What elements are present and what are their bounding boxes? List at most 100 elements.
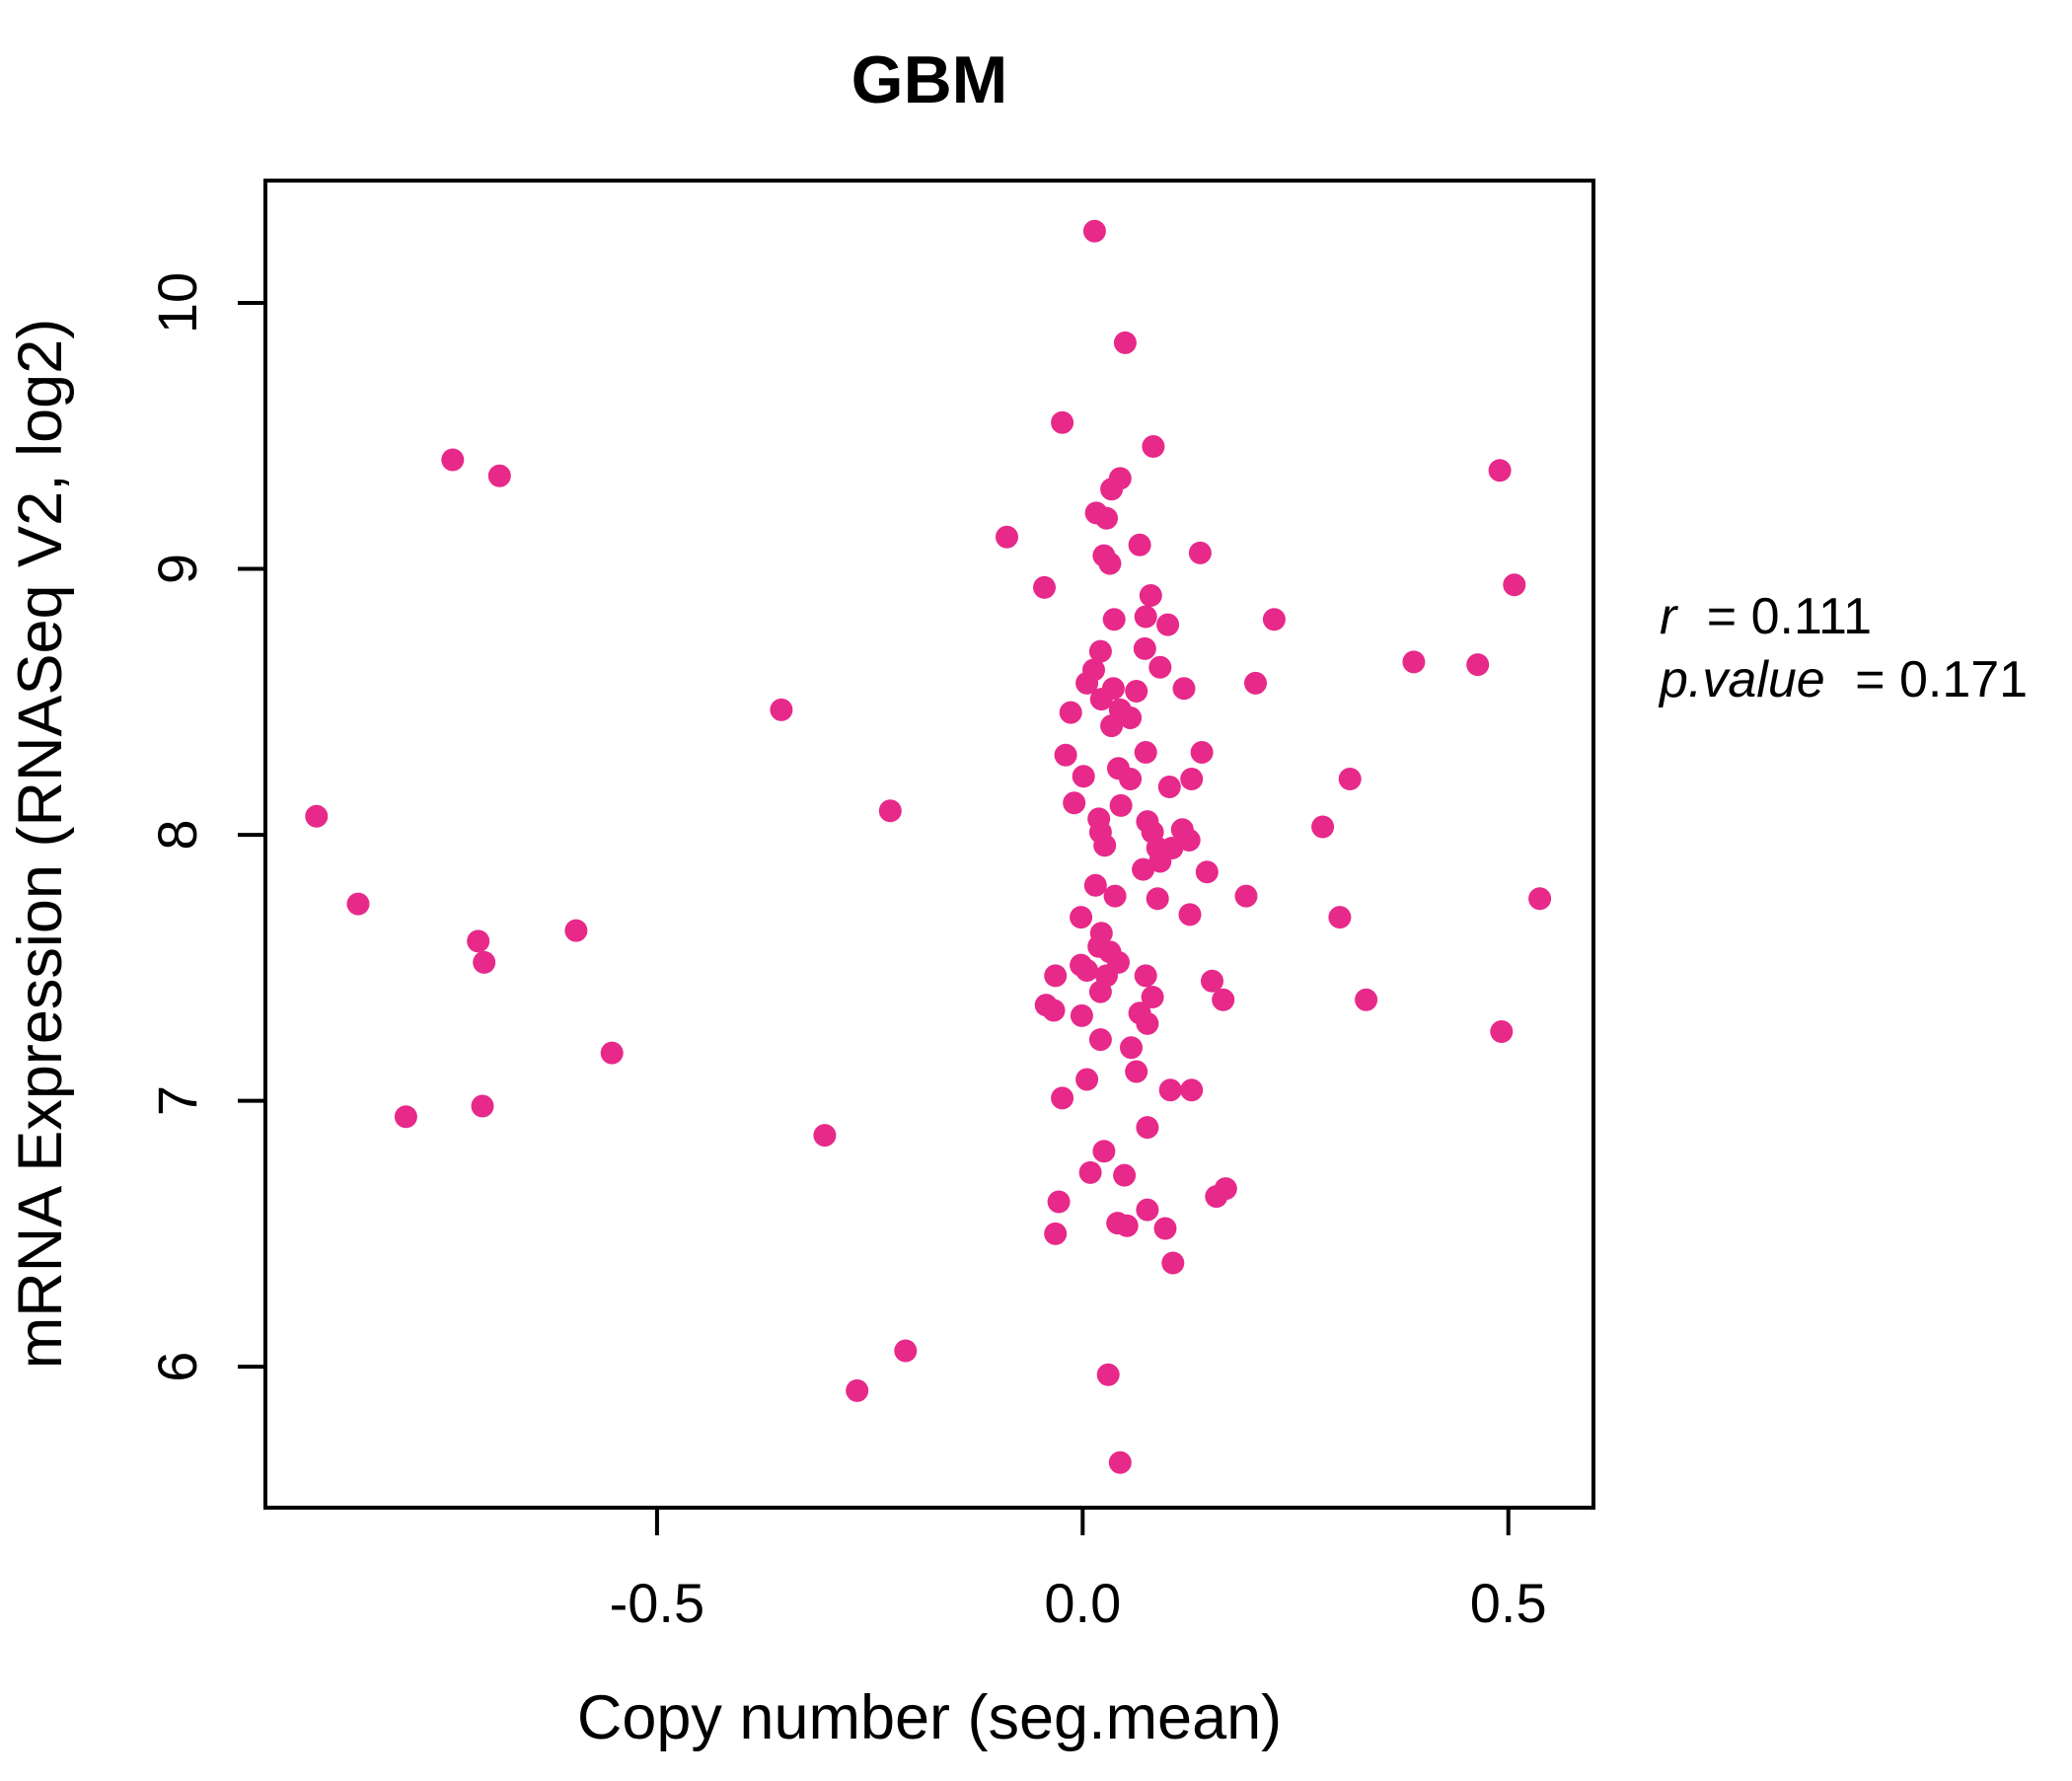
data-point <box>1134 964 1157 988</box>
data-point <box>1119 768 1143 790</box>
data-point <box>1178 903 1202 927</box>
data-point <box>1490 1020 1514 1043</box>
data-point <box>1153 1217 1177 1240</box>
data-point <box>1088 639 1112 663</box>
data-point <box>564 919 588 942</box>
data-point <box>1054 743 1077 767</box>
scatter-points <box>305 219 1552 1474</box>
data-point <box>894 1339 918 1363</box>
data-point <box>1156 613 1180 636</box>
x-tick-label: -0.5 <box>610 1572 705 1634</box>
data-point <box>1120 1036 1143 1060</box>
data-point <box>1146 887 1169 911</box>
y-axis-ticks: 6 7 8 9 10 <box>146 272 265 1382</box>
data-point <box>1214 1177 1237 1201</box>
data-point <box>1051 410 1074 434</box>
data-point <box>1044 1222 1068 1245</box>
p-value: = 0.171 <box>1855 651 2028 708</box>
data-point <box>1134 741 1157 764</box>
data-point <box>1528 887 1552 911</box>
data-point <box>1188 541 1212 564</box>
data-point <box>1088 1028 1112 1052</box>
x-axis-label: Copy number (seg.mean) <box>577 1683 1282 1752</box>
data-point <box>1093 834 1117 857</box>
correlation-annotation-r: r = 0.111 <box>1660 588 1872 645</box>
y-tick-label: 7 <box>146 1085 208 1116</box>
plot-title: GBM <box>851 42 1008 117</box>
data-point <box>1133 636 1156 660</box>
data-point <box>1132 857 1155 881</box>
data-point <box>441 448 465 472</box>
data-point <box>1063 791 1086 815</box>
data-point <box>1234 884 1258 908</box>
data-point <box>1072 765 1095 788</box>
data-point <box>1115 1214 1139 1237</box>
data-point <box>1113 331 1137 354</box>
data-point <box>1177 829 1201 852</box>
data-point <box>1100 478 1124 501</box>
data-point <box>1047 1190 1071 1214</box>
data-point <box>1059 701 1082 724</box>
data-point <box>1082 219 1106 243</box>
data-point <box>846 1378 869 1402</box>
data-point <box>1119 706 1143 729</box>
data-point <box>1075 671 1099 695</box>
data-point <box>1033 575 1056 599</box>
data-point <box>1128 533 1151 557</box>
data-point <box>1075 1068 1099 1091</box>
data-point <box>1158 1078 1182 1102</box>
data-point <box>1180 768 1204 790</box>
data-point <box>1125 680 1148 703</box>
data-point <box>878 799 902 823</box>
data-point <box>1096 1363 1120 1386</box>
plot-box <box>263 179 1595 1510</box>
data-point <box>1100 714 1124 738</box>
data-point <box>1148 655 1172 679</box>
data-point <box>346 892 370 916</box>
data-point <box>1109 793 1133 817</box>
r-variable: r <box>1660 588 1679 645</box>
data-point <box>1083 873 1107 897</box>
data-point <box>1244 671 1267 695</box>
data-point <box>1136 1198 1159 1222</box>
data-point <box>1078 1160 1102 1184</box>
data-point <box>1113 1163 1137 1187</box>
y-axis-label: mRNA Expression (RNASeq V2, log2) <box>6 319 75 1369</box>
data-point <box>1098 552 1122 575</box>
data-point <box>1088 980 1112 1003</box>
data-point <box>1089 688 1113 711</box>
data-point <box>1262 608 1286 631</box>
data-point <box>1212 988 1235 1011</box>
data-point <box>1190 741 1214 764</box>
data-point <box>1338 768 1362 790</box>
y-tick-label: 10 <box>146 272 208 334</box>
data-point <box>1157 776 1181 798</box>
data-point <box>1311 815 1335 839</box>
y-tick-label: 8 <box>146 819 208 850</box>
data-point <box>1195 860 1219 884</box>
data-point <box>813 1124 837 1148</box>
data-point <box>1142 435 1165 458</box>
data-point <box>1044 964 1068 988</box>
data-point <box>1503 573 1526 597</box>
data-point <box>1148 850 1172 873</box>
data-point <box>1201 969 1223 993</box>
data-point <box>1095 506 1118 530</box>
data-point <box>600 1041 624 1065</box>
r-value: = 0.111 <box>1707 588 1872 645</box>
data-point <box>1042 999 1066 1022</box>
data-point <box>1136 1116 1159 1140</box>
data-point <box>1092 1140 1116 1163</box>
x-axis-ticks: -0.5 0.0 0.5 <box>610 1508 1547 1634</box>
data-point <box>1108 1450 1132 1474</box>
data-point <box>1102 608 1126 631</box>
data-point <box>305 804 329 828</box>
data-point <box>1402 650 1426 674</box>
data-point <box>1125 1060 1148 1083</box>
data-point <box>1161 1251 1185 1275</box>
data-point <box>473 950 496 974</box>
data-point <box>1139 584 1162 607</box>
data-point <box>1051 1086 1074 1110</box>
